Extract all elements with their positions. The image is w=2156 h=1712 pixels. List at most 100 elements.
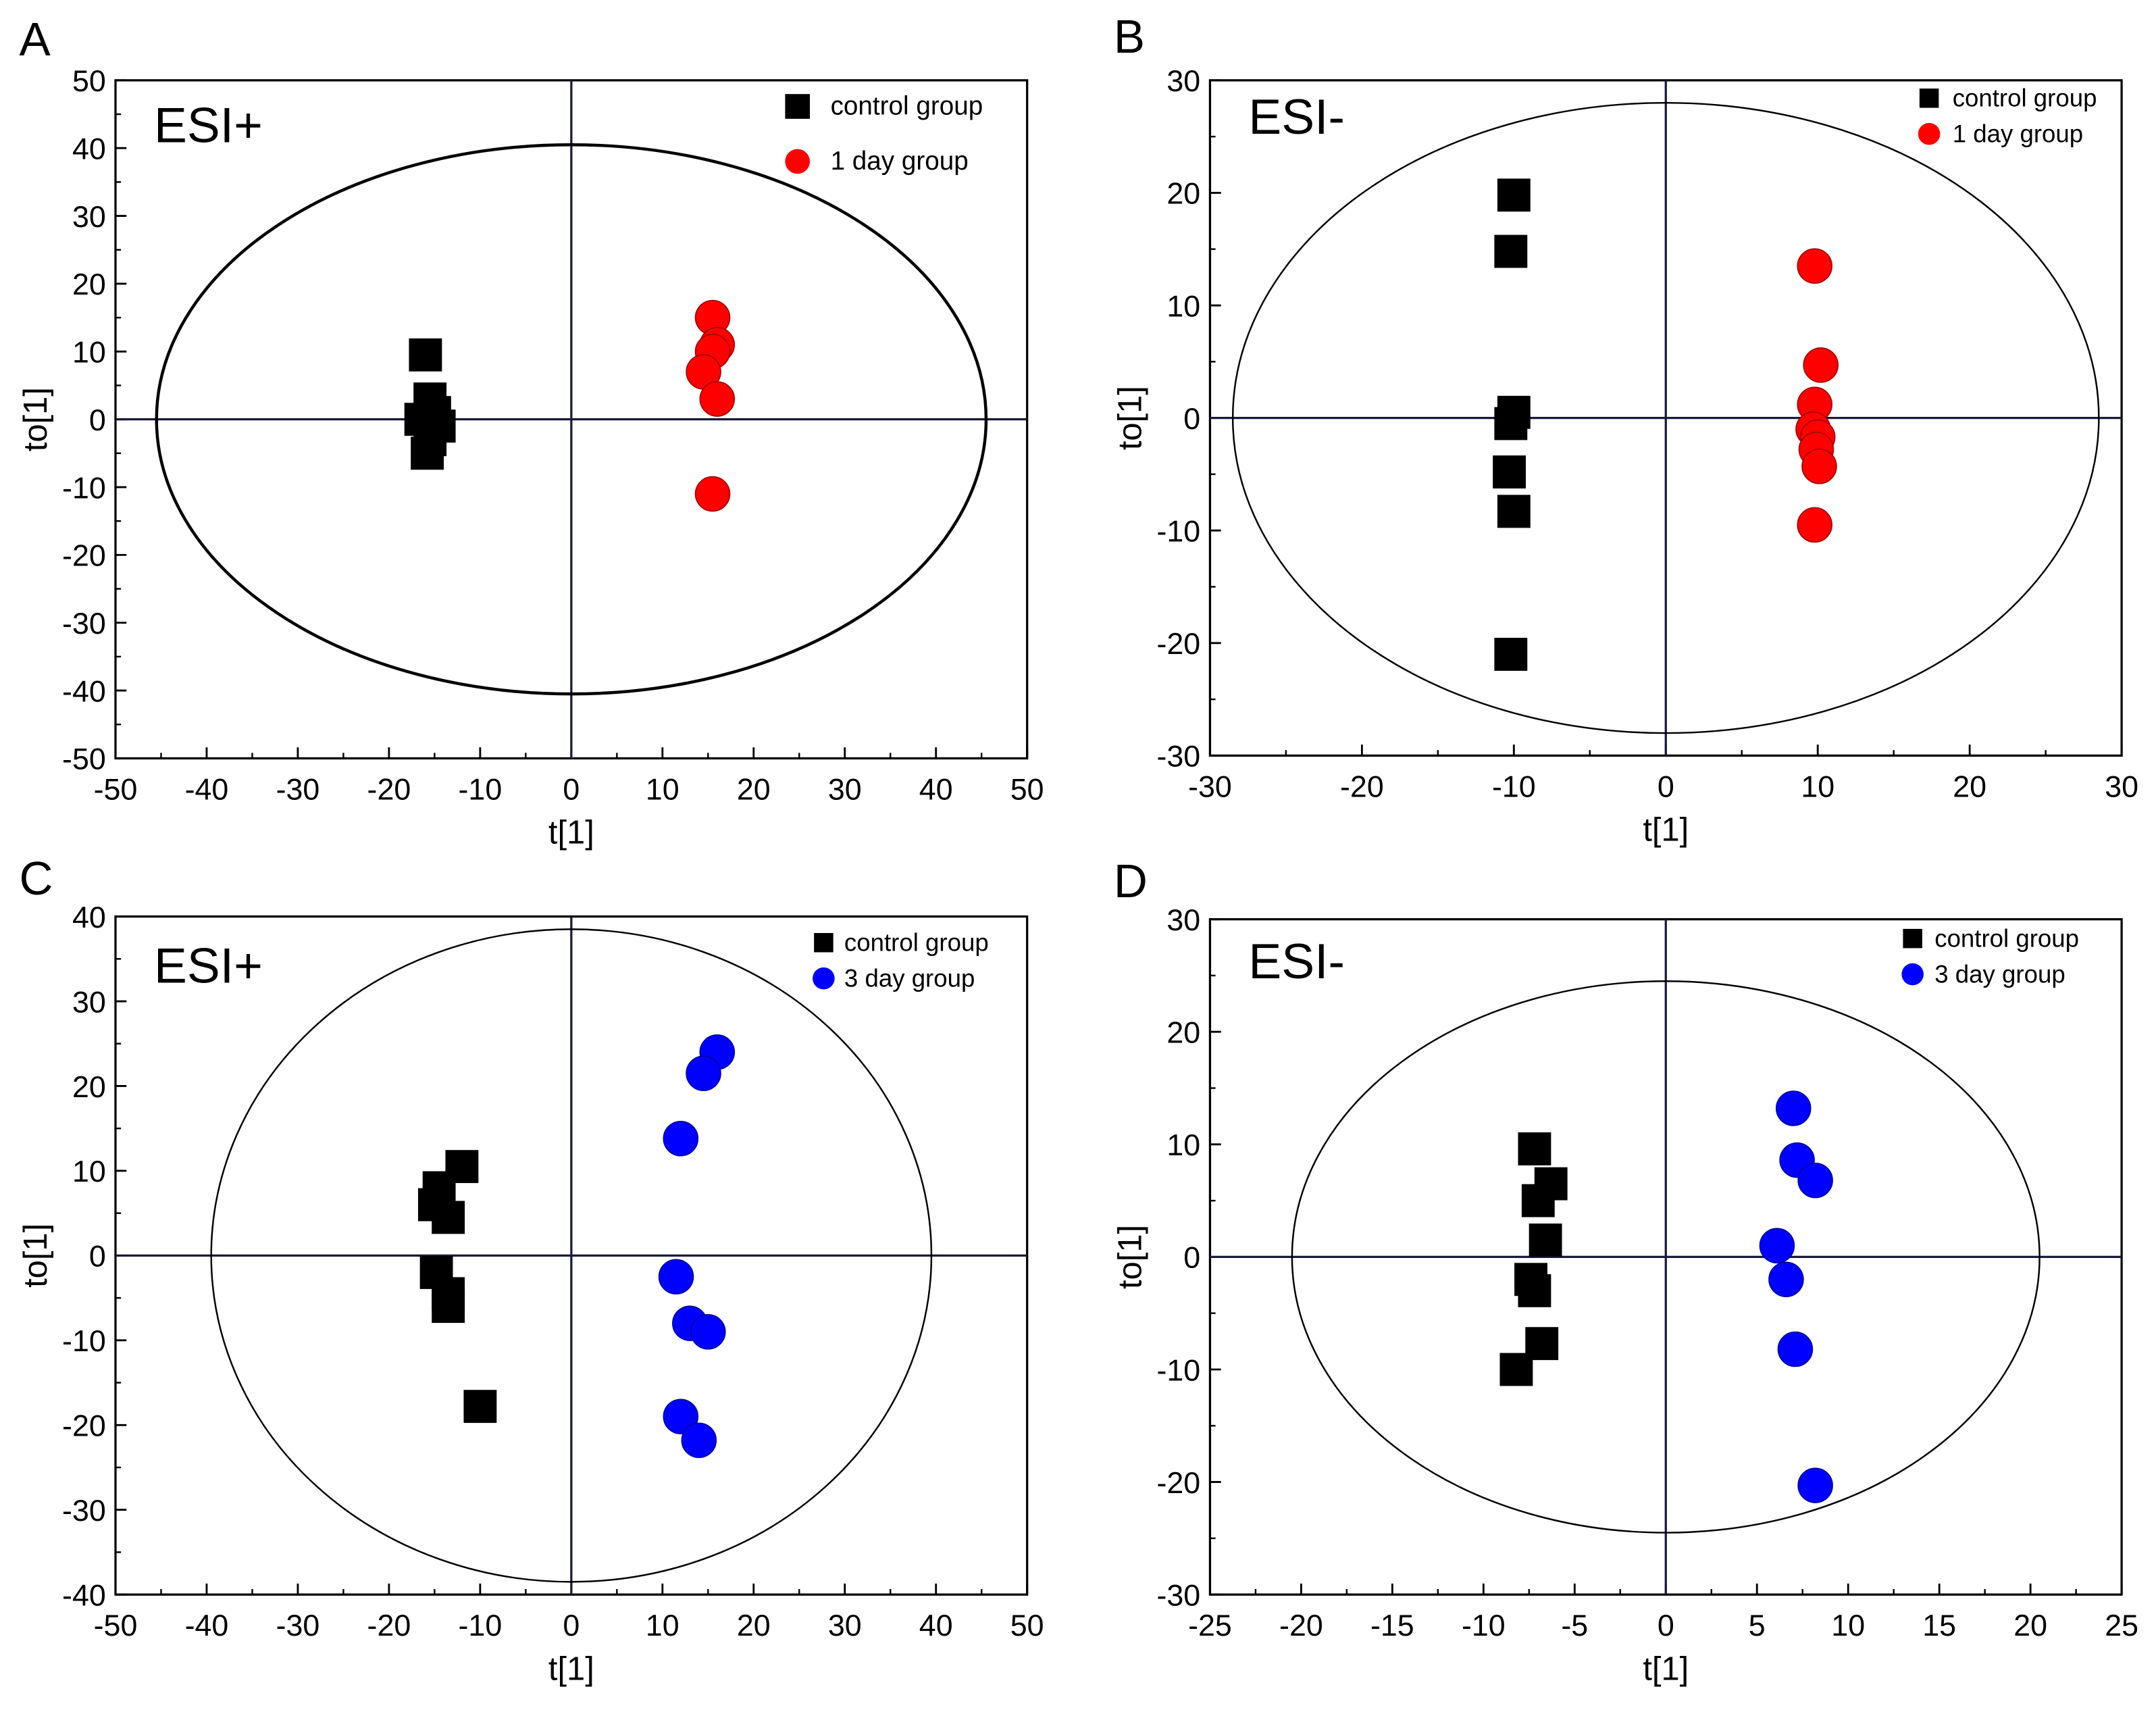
- legend: control group 1 day group: [1918, 84, 2097, 147]
- y-tick-label: 20: [72, 268, 106, 301]
- series-control: [1493, 178, 1531, 671]
- legend-label: 1 day group: [1953, 120, 2083, 147]
- y-tick-label: -30: [62, 1494, 106, 1528]
- legend-label: control group: [1953, 84, 2097, 112]
- x-tick-label: -20: [367, 1609, 411, 1642]
- y-tick-label: -10: [62, 1324, 106, 1358]
- y-tick-label: -10: [62, 471, 106, 505]
- ion-mode-annotation: ESI+: [154, 938, 263, 993]
- x-tick-label: 30: [2105, 770, 2138, 803]
- y-tick-label: 10: [1166, 289, 1200, 323]
- data-point-square: [463, 1390, 497, 1424]
- data-point-square: [1494, 234, 1528, 268]
- legend-marker-square: [1903, 928, 1922, 949]
- y-tick-label: 0: [1183, 1241, 1200, 1275]
- y-tick-label: 30: [72, 200, 106, 234]
- legend-marker-circle: [1901, 963, 1924, 986]
- data-point-square: [1499, 1353, 1533, 1386]
- x-tick-label: 50: [1010, 1609, 1044, 1642]
- series-treatment: [686, 299, 736, 512]
- data-point-square: [411, 436, 444, 470]
- x-tick-label: -30: [1188, 770, 1232, 803]
- confidence-ellipse: [210, 928, 933, 1583]
- y-tick-label: -30: [62, 607, 106, 640]
- x-tick-label: -20: [1340, 770, 1384, 803]
- panel-label: A: [20, 13, 51, 66]
- y-tick-label: -20: [62, 539, 106, 573]
- y-axis-title: to[1]: [1112, 1225, 1149, 1289]
- confidence-ellipse: [1291, 980, 2040, 1534]
- series-control: [1499, 1132, 1568, 1386]
- legend-label: control group: [844, 928, 989, 956]
- data-point-circle: [699, 381, 736, 417]
- data-point-square: [1493, 455, 1526, 489]
- y-tick-label: -50: [62, 742, 106, 776]
- data-point-circle: [1803, 347, 1839, 383]
- x-tick-label: 30: [828, 773, 862, 807]
- x-tick-label: 15: [1922, 1609, 1956, 1642]
- x-tick-label: 40: [919, 1609, 953, 1642]
- x-tick-label: 0: [563, 1609, 580, 1642]
- x-tick-label: -30: [276, 1609, 320, 1642]
- y-tick-label: -10: [1156, 515, 1200, 549]
- x-tick-label: 25: [2105, 1609, 2138, 1642]
- panel-label: C: [20, 852, 53, 905]
- y-tick-label: 20: [72, 1070, 106, 1104]
- y-tick-label: -20: [1156, 1466, 1200, 1500]
- data-point-square: [1529, 1223, 1562, 1257]
- x-tick-label: -40: [185, 1609, 229, 1642]
- data-point-circle: [690, 1314, 726, 1350]
- y-tick-label: -20: [1156, 627, 1200, 661]
- x-tick-label: 10: [646, 1609, 679, 1642]
- x-tick-label: 50: [1010, 773, 1044, 807]
- legend-label: control group: [831, 92, 983, 121]
- y-tick-label: -20: [62, 1409, 106, 1443]
- x-tick-label: 30: [828, 1609, 862, 1642]
- data-point-square: [1518, 1132, 1551, 1165]
- y-tick-label: 0: [1183, 402, 1200, 436]
- data-point-circle: [1801, 448, 1837, 484]
- data-point-circle: [1797, 507, 1832, 543]
- x-tick-label: 20: [737, 1609, 771, 1642]
- data-point-circle: [1768, 1261, 1804, 1297]
- data-point-circle: [663, 1399, 699, 1434]
- data-point-circle: [1797, 248, 1832, 284]
- y-tick-label: 10: [72, 1155, 106, 1188]
- legend-marker-circle: [813, 967, 835, 990]
- x-tick-label: -30: [276, 773, 320, 807]
- y-tick-label: -30: [1156, 1578, 1200, 1612]
- data-point-square: [1494, 638, 1528, 671]
- y-tick-label: 20: [1166, 177, 1200, 211]
- x-tick-label: 0: [563, 773, 580, 807]
- y-tick-label: 30: [72, 985, 106, 1019]
- x-tick-label: -5: [1561, 1609, 1588, 1642]
- series-control: [404, 338, 456, 470]
- x-tick-label: 5: [1749, 1609, 1766, 1642]
- y-tick-label: -40: [62, 674, 106, 708]
- series-treatment: [658, 1034, 736, 1459]
- data-point-square: [1497, 495, 1531, 528]
- y-tick-label: 20: [1166, 1016, 1200, 1050]
- chart-panel-a: A -50 -40 -30 -20 -10 0 10 20 30 40 50 -50 -40 -30 -20 -…: [18, 13, 1044, 851]
- data-point-square: [409, 338, 442, 372]
- x-tick-label: -10: [459, 773, 503, 807]
- x-tick-label: -50: [94, 773, 138, 807]
- data-point-square: [1521, 1184, 1555, 1217]
- series-treatment: [1759, 1090, 1833, 1503]
- legend-marker-circle: [1918, 122, 1941, 145]
- x-tick-label: -25: [1188, 1609, 1232, 1642]
- x-tick-label: 10: [1831, 1609, 1865, 1642]
- confidence-ellipse: [155, 143, 988, 696]
- x-tick-label: 0: [1658, 1609, 1674, 1642]
- y-tick-label: 0: [89, 1240, 106, 1274]
- ion-mode-annotation: ESI-: [1248, 934, 1345, 989]
- x-axis-title: t[1]: [548, 815, 594, 851]
- legend-marker-square: [785, 94, 811, 119]
- x-tick-label: 40: [919, 773, 953, 807]
- confidence-ellipse: [1231, 101, 2100, 734]
- data-point-circle: [1777, 1331, 1814, 1367]
- x-tick-label: -10: [459, 1609, 503, 1642]
- data-point-circle: [681, 1422, 717, 1459]
- data-point-square: [432, 1290, 465, 1324]
